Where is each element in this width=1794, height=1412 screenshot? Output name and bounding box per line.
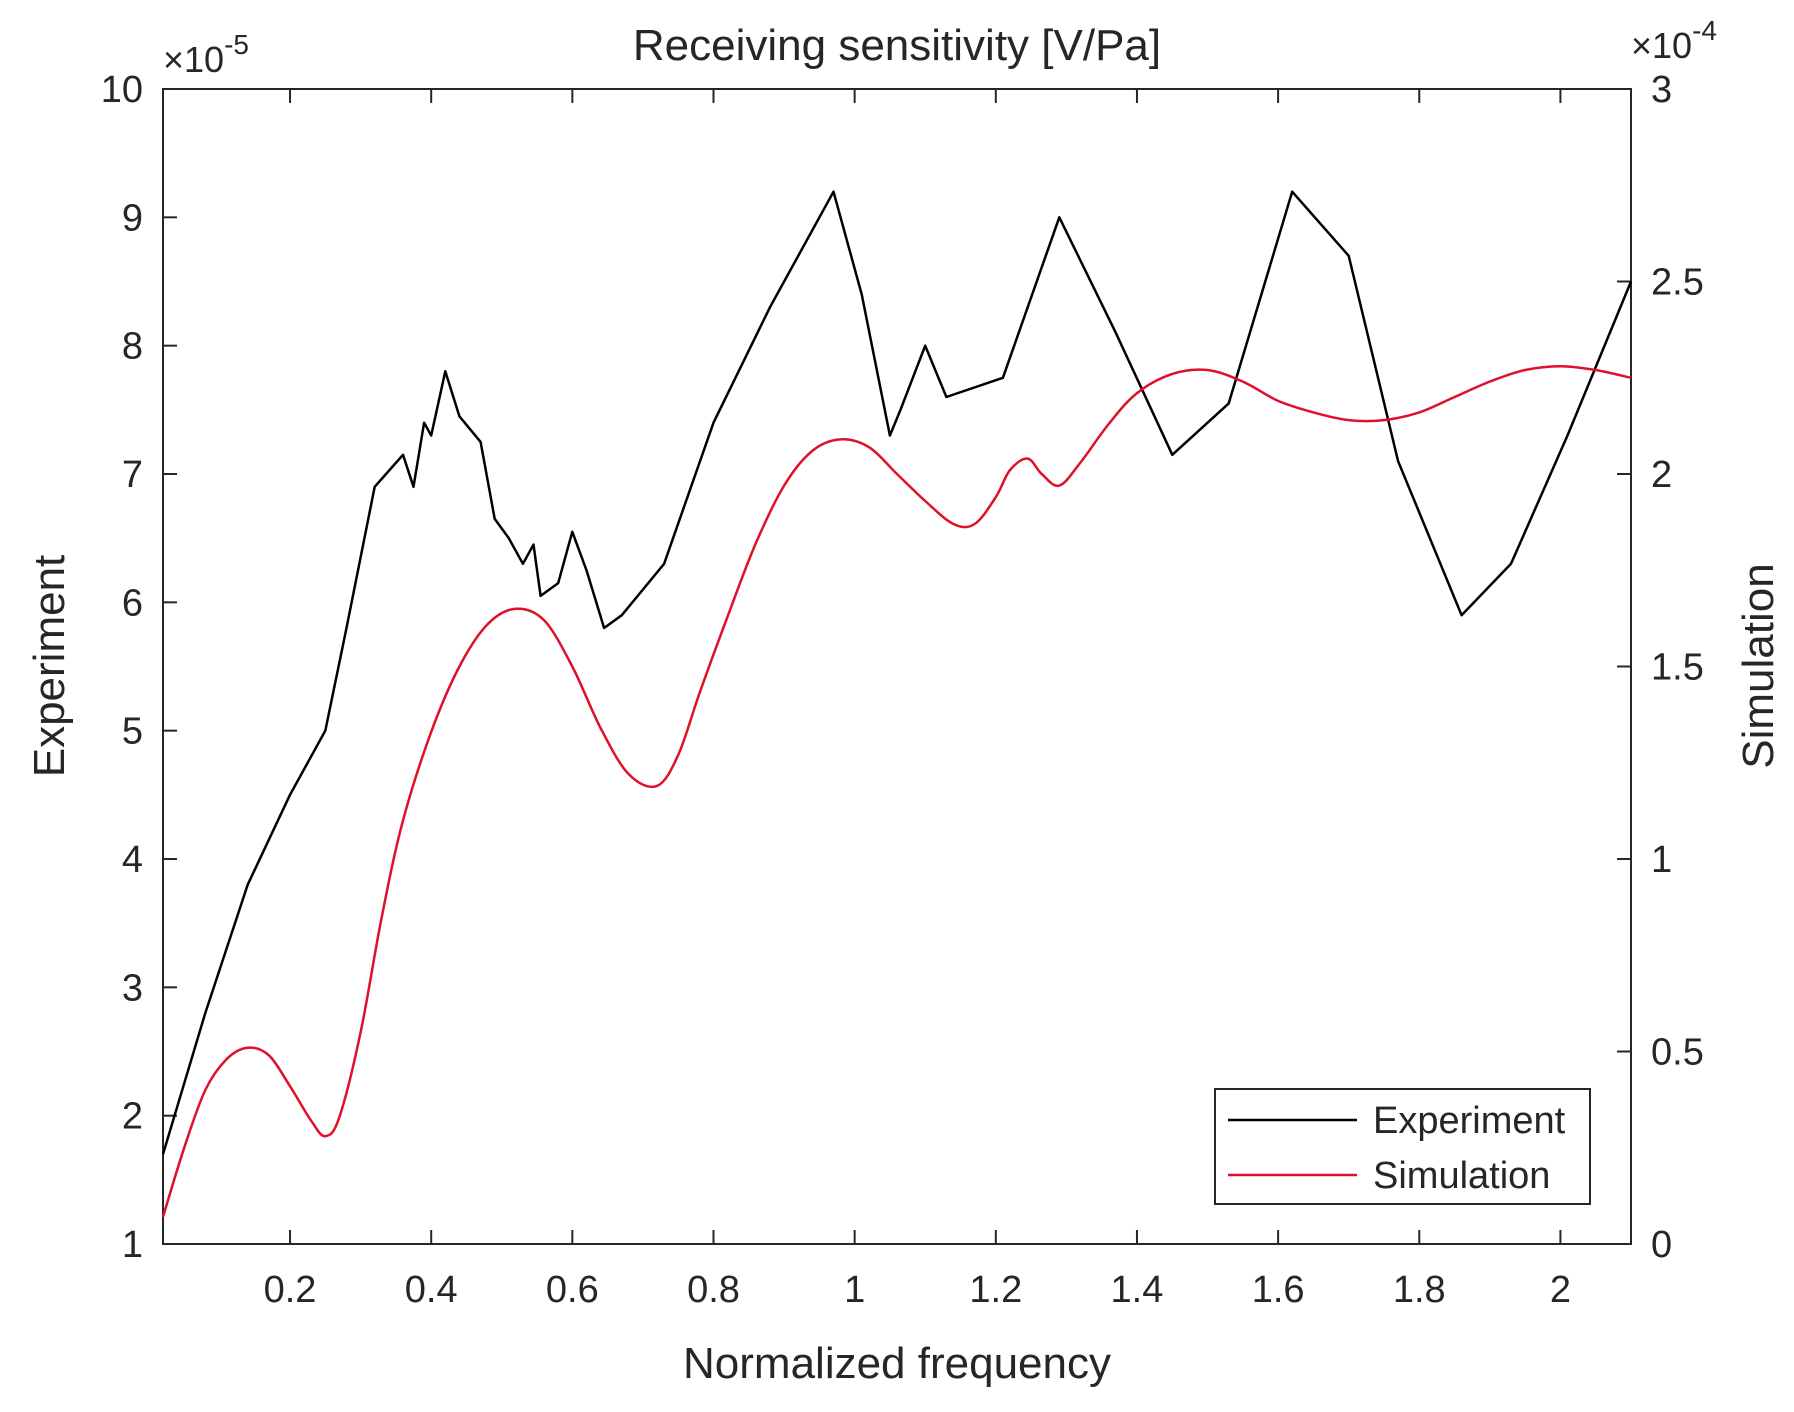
x-tick-label: 0.4	[405, 1269, 458, 1311]
x-tick-label: 2	[1550, 1269, 1571, 1311]
left-tick-label: 8	[122, 326, 143, 368]
right-tick-label: 0	[1651, 1224, 1672, 1266]
chart-title: Receiving sensitivity [V/Pa]	[633, 21, 1161, 70]
x-tick-label: 0.2	[264, 1269, 317, 1311]
right-tick-label: 0.5	[1651, 1032, 1704, 1074]
x-tick-label: 1	[844, 1269, 865, 1311]
right-axis-multiplier: ×10-4	[1631, 15, 1717, 66]
left-tick-label: 6	[122, 582, 143, 624]
left-tick-label: 3	[122, 967, 143, 1009]
right-tick-label: 2.5	[1651, 262, 1704, 304]
x-tick-label: 1.4	[1111, 1269, 1164, 1311]
series-line-experiment	[161, 190, 1633, 1155]
legend-label-simulation: Simulation	[1373, 1155, 1550, 1197]
left-tick-label: 9	[122, 197, 143, 239]
right-tick-label: 1	[1651, 839, 1672, 881]
right-tick-label: 1.5	[1651, 647, 1704, 689]
right-tick-label: 3	[1651, 69, 1672, 111]
left-tick-label: 4	[122, 839, 143, 881]
left-tick-label: 5	[122, 711, 143, 753]
left-axis-multiplier: ×10-5	[163, 29, 249, 80]
left-multiplier-base: ×10	[163, 39, 224, 80]
x-tick-label: 1.6	[1252, 1269, 1305, 1311]
x-tick-label: 1.8	[1393, 1269, 1446, 1311]
right-axis-label: Simulation	[1734, 563, 1783, 768]
x-tick-label: 1.2	[969, 1269, 1022, 1311]
legend: Experiment Simulation	[1214, 1088, 1591, 1205]
legend-label-experiment: Experiment	[1373, 1100, 1566, 1142]
left-axis-label: Experiment	[25, 555, 74, 778]
left-tick-label: 1	[122, 1224, 143, 1266]
series-line-simulation	[161, 364, 1632, 1218]
x-tick-label: 0.8	[687, 1269, 740, 1311]
left-axis-ticks: 1 2 3 4 5 6 7 8 9 10	[101, 69, 177, 1266]
left-tick-label: 7	[122, 454, 143, 496]
right-tick-label: 2	[1651, 454, 1672, 496]
left-tick-label: 2	[122, 1096, 143, 1138]
x-tick-label: 0.6	[546, 1269, 599, 1311]
right-multiplier-exponent: -4	[1692, 15, 1717, 46]
plot-area	[162, 88, 1632, 1245]
left-tick-label: 10	[101, 69, 143, 111]
series-layer	[161, 190, 1633, 1218]
x-axis-label: Normalized frequency	[683, 1339, 1111, 1388]
right-multiplier-base: ×10	[1631, 25, 1692, 66]
right-axis-ticks: 0 0.5 1 1.5 2 2.5 3	[1617, 69, 1704, 1266]
x-axis-ticks: 0.2 0.4 0.6 0.8 1 1.2 1.4 1.6 1.8 2	[264, 89, 1571, 1311]
left-multiplier-exponent: -5	[224, 29, 249, 60]
legend-box	[1214, 1088, 1591, 1205]
